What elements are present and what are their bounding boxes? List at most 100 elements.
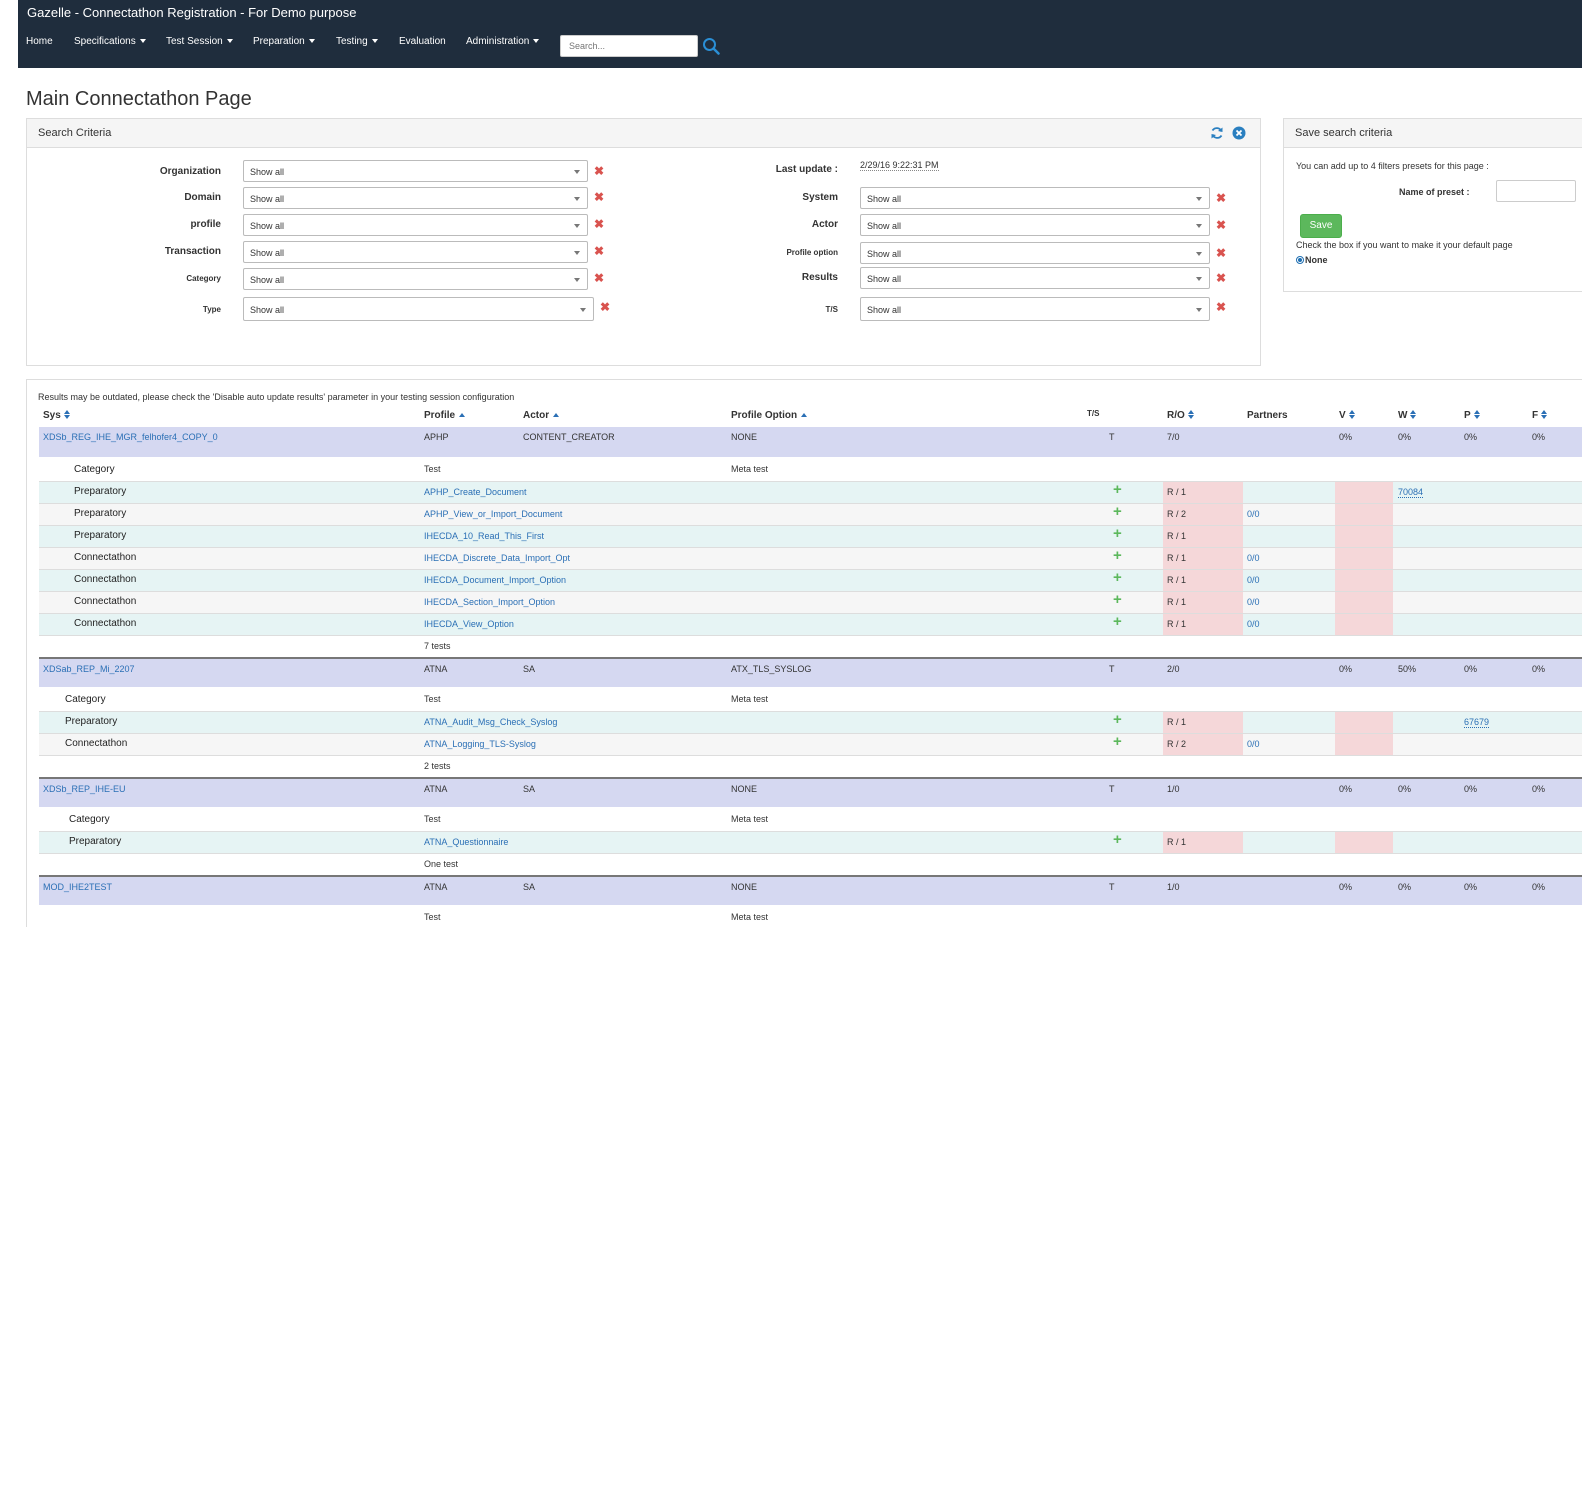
add-test-instance-icon[interactable]: +	[1113, 733, 1122, 750]
system-actor: CONTENT_CREATOR	[523, 432, 615, 442]
search-criteria-title: Search Criteria	[38, 127, 112, 139]
test-link[interactable]: IHECDA_10_Read_This_First	[424, 531, 545, 541]
system-link[interactable]: XDSab_REP_Mi_2207	[43, 664, 135, 674]
clear-organization-icon[interactable]: ✖	[594, 164, 605, 178]
save-button[interactable]: Save	[1300, 214, 1342, 238]
nav-home[interactable]: Home	[26, 36, 53, 47]
header-actor[interactable]: Actor	[523, 410, 560, 421]
system-row: XDSb_REG_IHE_MGR_felhofer4_COPY_0 APHP CON…	[39, 427, 1582, 457]
header-option-label: Profile Option	[731, 410, 798, 421]
system-select[interactable]: Show all	[860, 187, 1210, 209]
nav-testing[interactable]: Testing	[336, 36, 378, 47]
refresh-icon[interactable]	[1210, 126, 1224, 140]
header-actor-label: Actor	[523, 410, 550, 421]
header-sys[interactable]: Sys	[43, 410, 70, 421]
clear-system-icon[interactable]: ✖	[1216, 191, 1227, 205]
results-select[interactable]: Show all	[860, 267, 1210, 289]
clear-results-icon[interactable]: ✖	[1216, 271, 1227, 285]
test-link[interactable]: IHECDA_View_Option	[424, 619, 514, 629]
nav-test-session[interactable]: Test Session	[166, 36, 233, 47]
partners-link[interactable]: 0/0	[1247, 509, 1260, 519]
add-test-instance-icon[interactable]: +	[1113, 547, 1122, 564]
system-row: XDSab_REP_Mi_2207 ATNA SA ATX_TLS_SYSLOG T 2/…	[39, 657, 1582, 687]
test-instance-link[interactable]: 70084	[1398, 487, 1424, 498]
test-link[interactable]: ATNA_Audit_Msg_Check_Syslog	[424, 717, 558, 727]
clear-domain-icon[interactable]: ✖	[594, 190, 605, 204]
partners-link[interactable]: 0/0	[1247, 553, 1260, 563]
nav-preparation[interactable]: Preparation	[253, 36, 315, 47]
search-input[interactable]	[560, 35, 698, 57]
test-link[interactable]: IHECDA_Discrete_Data_Import_Opt	[424, 553, 571, 563]
clear-profile-icon[interactable]: ✖	[594, 217, 605, 231]
add-test-instance-icon[interactable]: +	[1113, 503, 1122, 520]
partners-link[interactable]: 0/0	[1247, 739, 1260, 749]
last-update-label: Last update :	[775, 164, 838, 175]
partners-link[interactable]: 0/0	[1247, 597, 1260, 607]
system-link[interactable]: MOD_IHE2TEST	[43, 882, 113, 892]
profile-option-select[interactable]: Show all	[860, 242, 1210, 264]
add-test-instance-icon[interactable]: +	[1113, 831, 1122, 848]
default-none-label: None	[1305, 255, 1328, 265]
category-header-row: Category Test Meta test	[39, 689, 1582, 712]
system-ro: 2/0	[1167, 664, 1180, 674]
actor-select[interactable]: Show all	[860, 214, 1210, 236]
chevron-down-icon	[574, 170, 580, 174]
add-test-instance-icon[interactable]: +	[1113, 569, 1122, 586]
test-link[interactable]: APHP_Create_Document	[424, 487, 527, 497]
add-test-instance-icon[interactable]: +	[1113, 481, 1122, 498]
clear-category-icon[interactable]: ✖	[594, 271, 605, 285]
add-test-instance-icon[interactable]: +	[1113, 711, 1122, 728]
test-ro: R / 1	[1167, 717, 1187, 727]
test-link[interactable]: IHECDA_Section_Import_Option	[424, 597, 556, 607]
header-ro[interactable]: R/O	[1167, 410, 1194, 421]
close-circle-icon[interactable]	[1232, 126, 1246, 140]
system-link[interactable]: XDSb_REP_IHE-EU	[43, 784, 126, 794]
preset-name-input[interactable]	[1496, 180, 1576, 202]
header-profile[interactable]: Profile	[424, 410, 466, 421]
organization-select[interactable]: Show all	[243, 160, 588, 182]
header-profile-option[interactable]: Profile Option	[731, 410, 808, 421]
ro-cell-highlight	[1163, 504, 1243, 525]
add-test-instance-icon[interactable]: +	[1113, 591, 1122, 608]
system-link[interactable]: XDSb_REG_IHE_MGR_felhofer4_COPY_0	[43, 432, 218, 442]
test-link[interactable]: APHP_View_or_Import_Document	[424, 509, 563, 519]
add-test-instance-icon[interactable]: +	[1113, 525, 1122, 542]
type-select[interactable]: Show all	[243, 297, 594, 321]
nav-administration[interactable]: Administration	[466, 36, 540, 47]
add-test-instance-icon[interactable]: +	[1113, 613, 1122, 630]
profile-option-label: Profile option	[786, 248, 838, 257]
clear-type-icon[interactable]: ✖	[600, 300, 611, 314]
chevron-down-icon	[1196, 224, 1202, 228]
domain-select[interactable]: Show all	[243, 187, 588, 209]
ts-select[interactable]: Show all	[860, 297, 1210, 321]
clear-ts-icon[interactable]: ✖	[1216, 300, 1227, 314]
test-link[interactable]: ATNA_Questionnaire	[424, 837, 509, 847]
test-instance-link[interactable]: 67679	[1464, 717, 1490, 728]
profile-select[interactable]: Show all	[243, 214, 588, 236]
nav-specifications[interactable]: Specifications	[74, 36, 146, 47]
header-p[interactable]: P	[1464, 410, 1480, 421]
default-none-radio[interactable]	[1296, 256, 1304, 264]
header-w[interactable]: W	[1398, 410, 1417, 421]
nav-evaluation[interactable]: Evaluation	[399, 36, 446, 47]
category-header: Category	[65, 694, 106, 705]
search-icon[interactable]	[702, 37, 720, 55]
header-f[interactable]: F	[1532, 410, 1548, 421]
test-link[interactable]: IHECDA_Document_Import_Option	[424, 575, 567, 585]
partners-link[interactable]: 0/0	[1247, 619, 1260, 629]
category-value: Show all	[250, 275, 285, 285]
header-v[interactable]: V	[1339, 410, 1355, 421]
test-ro: R / 1	[1167, 837, 1187, 847]
clear-transaction-icon[interactable]: ✖	[594, 244, 605, 258]
test-ro: R / 2	[1167, 509, 1187, 519]
transaction-select[interactable]: Show all	[243, 241, 588, 263]
test-link[interactable]: ATNA_Logging_TLS-Syslog	[424, 739, 536, 749]
partners-link[interactable]: 0/0	[1247, 575, 1260, 585]
nav-test-session-label: Test Session	[166, 36, 223, 47]
test-row: Preparatory ATNA_Audit_Msg_Check_Syslog + R…	[39, 711, 1582, 733]
category-select[interactable]: Show all	[243, 268, 588, 290]
clear-profile-option-icon[interactable]: ✖	[1216, 246, 1227, 260]
type-label: Type	[202, 305, 221, 314]
transaction-value: Show all	[250, 248, 285, 258]
clear-actor-icon[interactable]: ✖	[1216, 218, 1227, 232]
